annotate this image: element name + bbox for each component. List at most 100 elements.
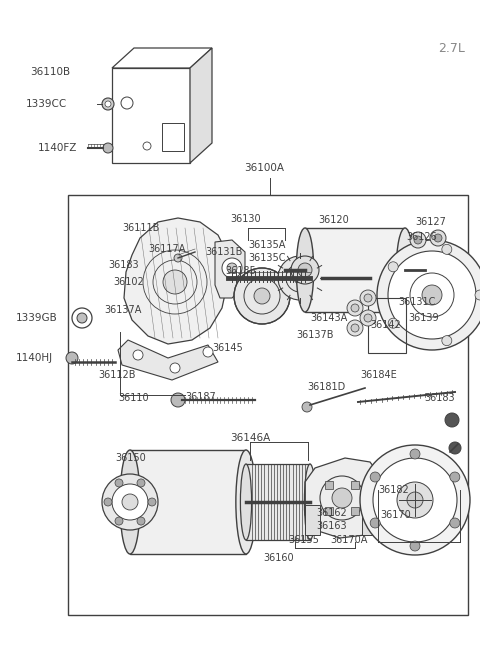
Circle shape [388,262,398,272]
Text: 36150: 36150 [115,453,146,463]
Circle shape [397,482,433,518]
Circle shape [222,258,242,278]
Polygon shape [190,48,212,163]
Text: 36130: 36130 [230,214,261,224]
Circle shape [163,270,187,294]
Text: 36126: 36126 [406,232,437,242]
Circle shape [442,244,452,254]
Circle shape [388,318,398,328]
Circle shape [171,393,185,407]
Circle shape [475,290,480,300]
Circle shape [133,350,143,360]
Polygon shape [112,48,212,68]
Circle shape [370,472,380,482]
Circle shape [137,479,145,487]
Circle shape [298,263,312,277]
Circle shape [360,310,376,326]
Circle shape [373,458,457,542]
Ellipse shape [296,228,314,312]
Text: 36131C: 36131C [398,297,435,307]
Text: 36112B: 36112B [98,370,135,380]
Bar [246,464,310,540]
Text: 36160: 36160 [263,553,294,563]
Text: 36183: 36183 [108,260,139,270]
Circle shape [351,304,359,312]
Circle shape [104,498,112,506]
Circle shape [445,413,459,427]
Text: 36163: 36163 [316,521,347,531]
Text: 36155: 36155 [288,535,319,545]
Ellipse shape [304,464,316,540]
Circle shape [364,294,372,302]
Circle shape [203,347,213,357]
Text: 36135C: 36135C [248,253,286,263]
Text: 36146A: 36146A [230,433,270,443]
Circle shape [112,484,148,520]
Circle shape [170,363,180,373]
Ellipse shape [240,464,252,540]
Bar [325,481,333,489]
Circle shape [332,488,352,508]
Circle shape [174,254,182,262]
Circle shape [254,288,270,304]
Circle shape [442,335,452,346]
Circle shape [115,479,123,487]
Circle shape [410,449,420,459]
Text: 1140HJ: 1140HJ [16,353,53,363]
Circle shape [377,240,480,350]
Bar [68,195,468,615]
Circle shape [449,442,461,454]
Circle shape [121,97,133,109]
Circle shape [291,256,319,284]
Circle shape [227,263,237,273]
Bar [325,507,333,515]
Bar [351,507,359,515]
Circle shape [148,498,156,506]
Circle shape [370,518,380,528]
Circle shape [414,236,422,244]
Text: 36111B: 36111B [122,223,159,233]
Text: 36142: 36142 [370,320,401,330]
Bar [162,123,184,151]
Circle shape [360,445,470,555]
Circle shape [77,313,87,323]
Text: 36100A: 36100A [244,163,284,173]
Text: 36184E: 36184E [360,370,397,380]
Text: 36110: 36110 [118,393,149,403]
Text: 36182: 36182 [378,485,409,495]
Text: 36187: 36187 [185,392,216,402]
Circle shape [422,285,442,305]
Bar [305,228,405,312]
Polygon shape [124,218,228,344]
Circle shape [137,517,145,525]
Circle shape [410,541,420,551]
Circle shape [103,143,113,153]
Circle shape [410,232,426,248]
Text: 36137B: 36137B [296,330,334,340]
Circle shape [115,517,123,525]
Polygon shape [118,340,218,380]
Text: 36131B: 36131B [205,247,242,257]
Circle shape [347,300,363,316]
Text: 36170A: 36170A [330,535,367,545]
Text: 36145: 36145 [212,343,243,353]
Text: 36110B: 36110B [30,67,70,77]
Text: 36127: 36127 [415,217,446,227]
Circle shape [72,308,92,328]
Text: 36102: 36102 [113,277,144,287]
Text: 36135A: 36135A [248,240,286,250]
Text: 1339CC: 1339CC [26,99,67,109]
Bar [362,510,380,535]
Circle shape [294,272,306,284]
Text: 36181D: 36181D [307,382,345,392]
Text: 36170: 36170 [380,510,411,520]
Text: 1339GB: 1339GB [16,313,58,323]
Text: 36117A: 36117A [148,244,185,254]
Bar [368,298,406,353]
Text: 1140FZ: 1140FZ [38,143,77,153]
Text: 36185: 36185 [225,266,256,276]
Polygon shape [215,240,245,298]
Circle shape [407,492,423,508]
Circle shape [347,320,363,336]
Circle shape [434,234,442,242]
